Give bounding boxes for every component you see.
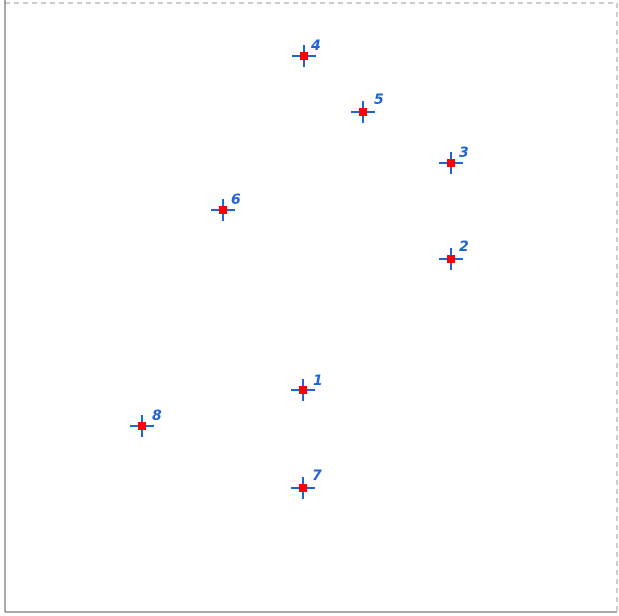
point-marker [299,386,307,394]
point-3[interactable]: 3 [439,145,469,174]
point-label: 3 [459,145,469,161]
point-label: 8 [152,408,162,424]
point-5[interactable]: 5 [351,92,384,123]
point-marker [138,422,146,430]
point-marker [299,484,307,492]
point-4[interactable]: 4 [292,38,321,67]
point-marker [219,206,227,214]
point-1[interactable]: 1 [291,373,323,401]
point-8[interactable]: 8 [130,408,162,437]
point-label: 5 [374,92,384,108]
point-marker [447,159,455,167]
point-label: 4 [310,38,321,54]
point-label: 7 [312,468,322,484]
point-marker [300,52,308,60]
point-label: 2 [459,239,469,255]
point-label: 6 [231,192,241,208]
point-6[interactable]: 6 [211,192,241,221]
point-7[interactable]: 7 [291,468,322,499]
point-label: 1 [313,373,323,389]
point-marker [447,255,455,263]
point-marker [359,108,367,116]
point-2[interactable]: 2 [439,239,469,270]
